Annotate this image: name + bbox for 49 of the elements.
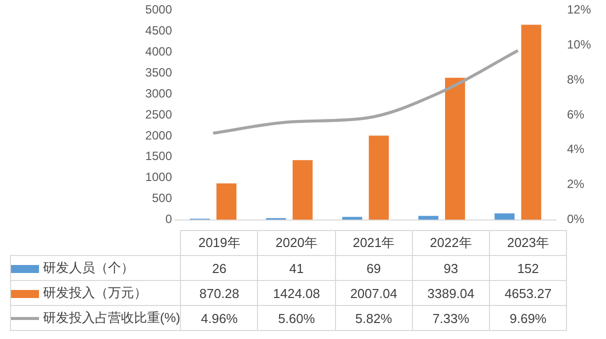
y-tick-label: 5000	[145, 2, 172, 17]
bar	[494, 213, 515, 220]
y-tick-label: 3500	[145, 65, 172, 80]
text: 41	[289, 260, 304, 276]
y2-tick-label: 10%	[567, 37, 592, 52]
text: 5.82%	[355, 310, 392, 326]
text: 3389.04	[427, 286, 474, 300]
text: 152	[517, 260, 539, 276]
x-tick-label: 2022年	[412, 230, 490, 256]
text: 5.60%	[278, 310, 315, 326]
y-tick-label: 4500	[145, 23, 172, 38]
text: 1424.08	[273, 286, 320, 300]
y2-tick-label: 0%	[567, 212, 585, 226]
y-tick-label: 500	[152, 191, 172, 206]
y2-tick-label: 6%	[567, 107, 585, 122]
line-series	[212, 49, 520, 135]
text: 2007.04	[350, 286, 398, 300]
y2-tick-label: 12%	[567, 2, 592, 17]
y2-tick-label: 8%	[567, 72, 585, 86]
y-tick-label: 1000	[145, 170, 172, 184]
legend-label: 研发人员（个）	[43, 260, 134, 275]
x-tick-label: 2021年	[335, 230, 412, 256]
y-tick-label: 2500	[145, 107, 172, 122]
text: 4653.27	[504, 286, 552, 300]
y-tick-label: 4000	[145, 44, 172, 58]
x-tick-label: 2023年	[489, 230, 567, 256]
bar	[418, 216, 438, 220]
text: 26	[212, 260, 227, 276]
text: 4.96%	[200, 310, 238, 326]
text: 69	[366, 260, 381, 276]
bar	[292, 160, 313, 220]
text: 7.33%	[432, 310, 470, 326]
y-tick-label: 1500	[145, 149, 172, 164]
text: 93	[444, 260, 458, 276]
legend-label: 研发投入（万元）	[43, 285, 147, 300]
y2-tick-label: 2%	[567, 177, 585, 192]
text: 870.28	[199, 286, 240, 300]
x-tick-label: 2019年	[180, 230, 258, 256]
y-tick-label: 0	[165, 212, 172, 226]
text: 9.69%	[510, 310, 546, 326]
y2-tick-label: 4%	[567, 142, 585, 156]
bar	[445, 78, 466, 220]
bar	[216, 183, 236, 220]
y-tick-label: 2000	[145, 128, 172, 142]
x-tick-label: 2020年	[258, 230, 336, 256]
legend-label: 研发投入占营收比重(%)	[43, 310, 180, 325]
bar	[368, 136, 389, 220]
bar	[521, 24, 542, 220]
y-tick-label: 3000	[145, 86, 172, 100]
